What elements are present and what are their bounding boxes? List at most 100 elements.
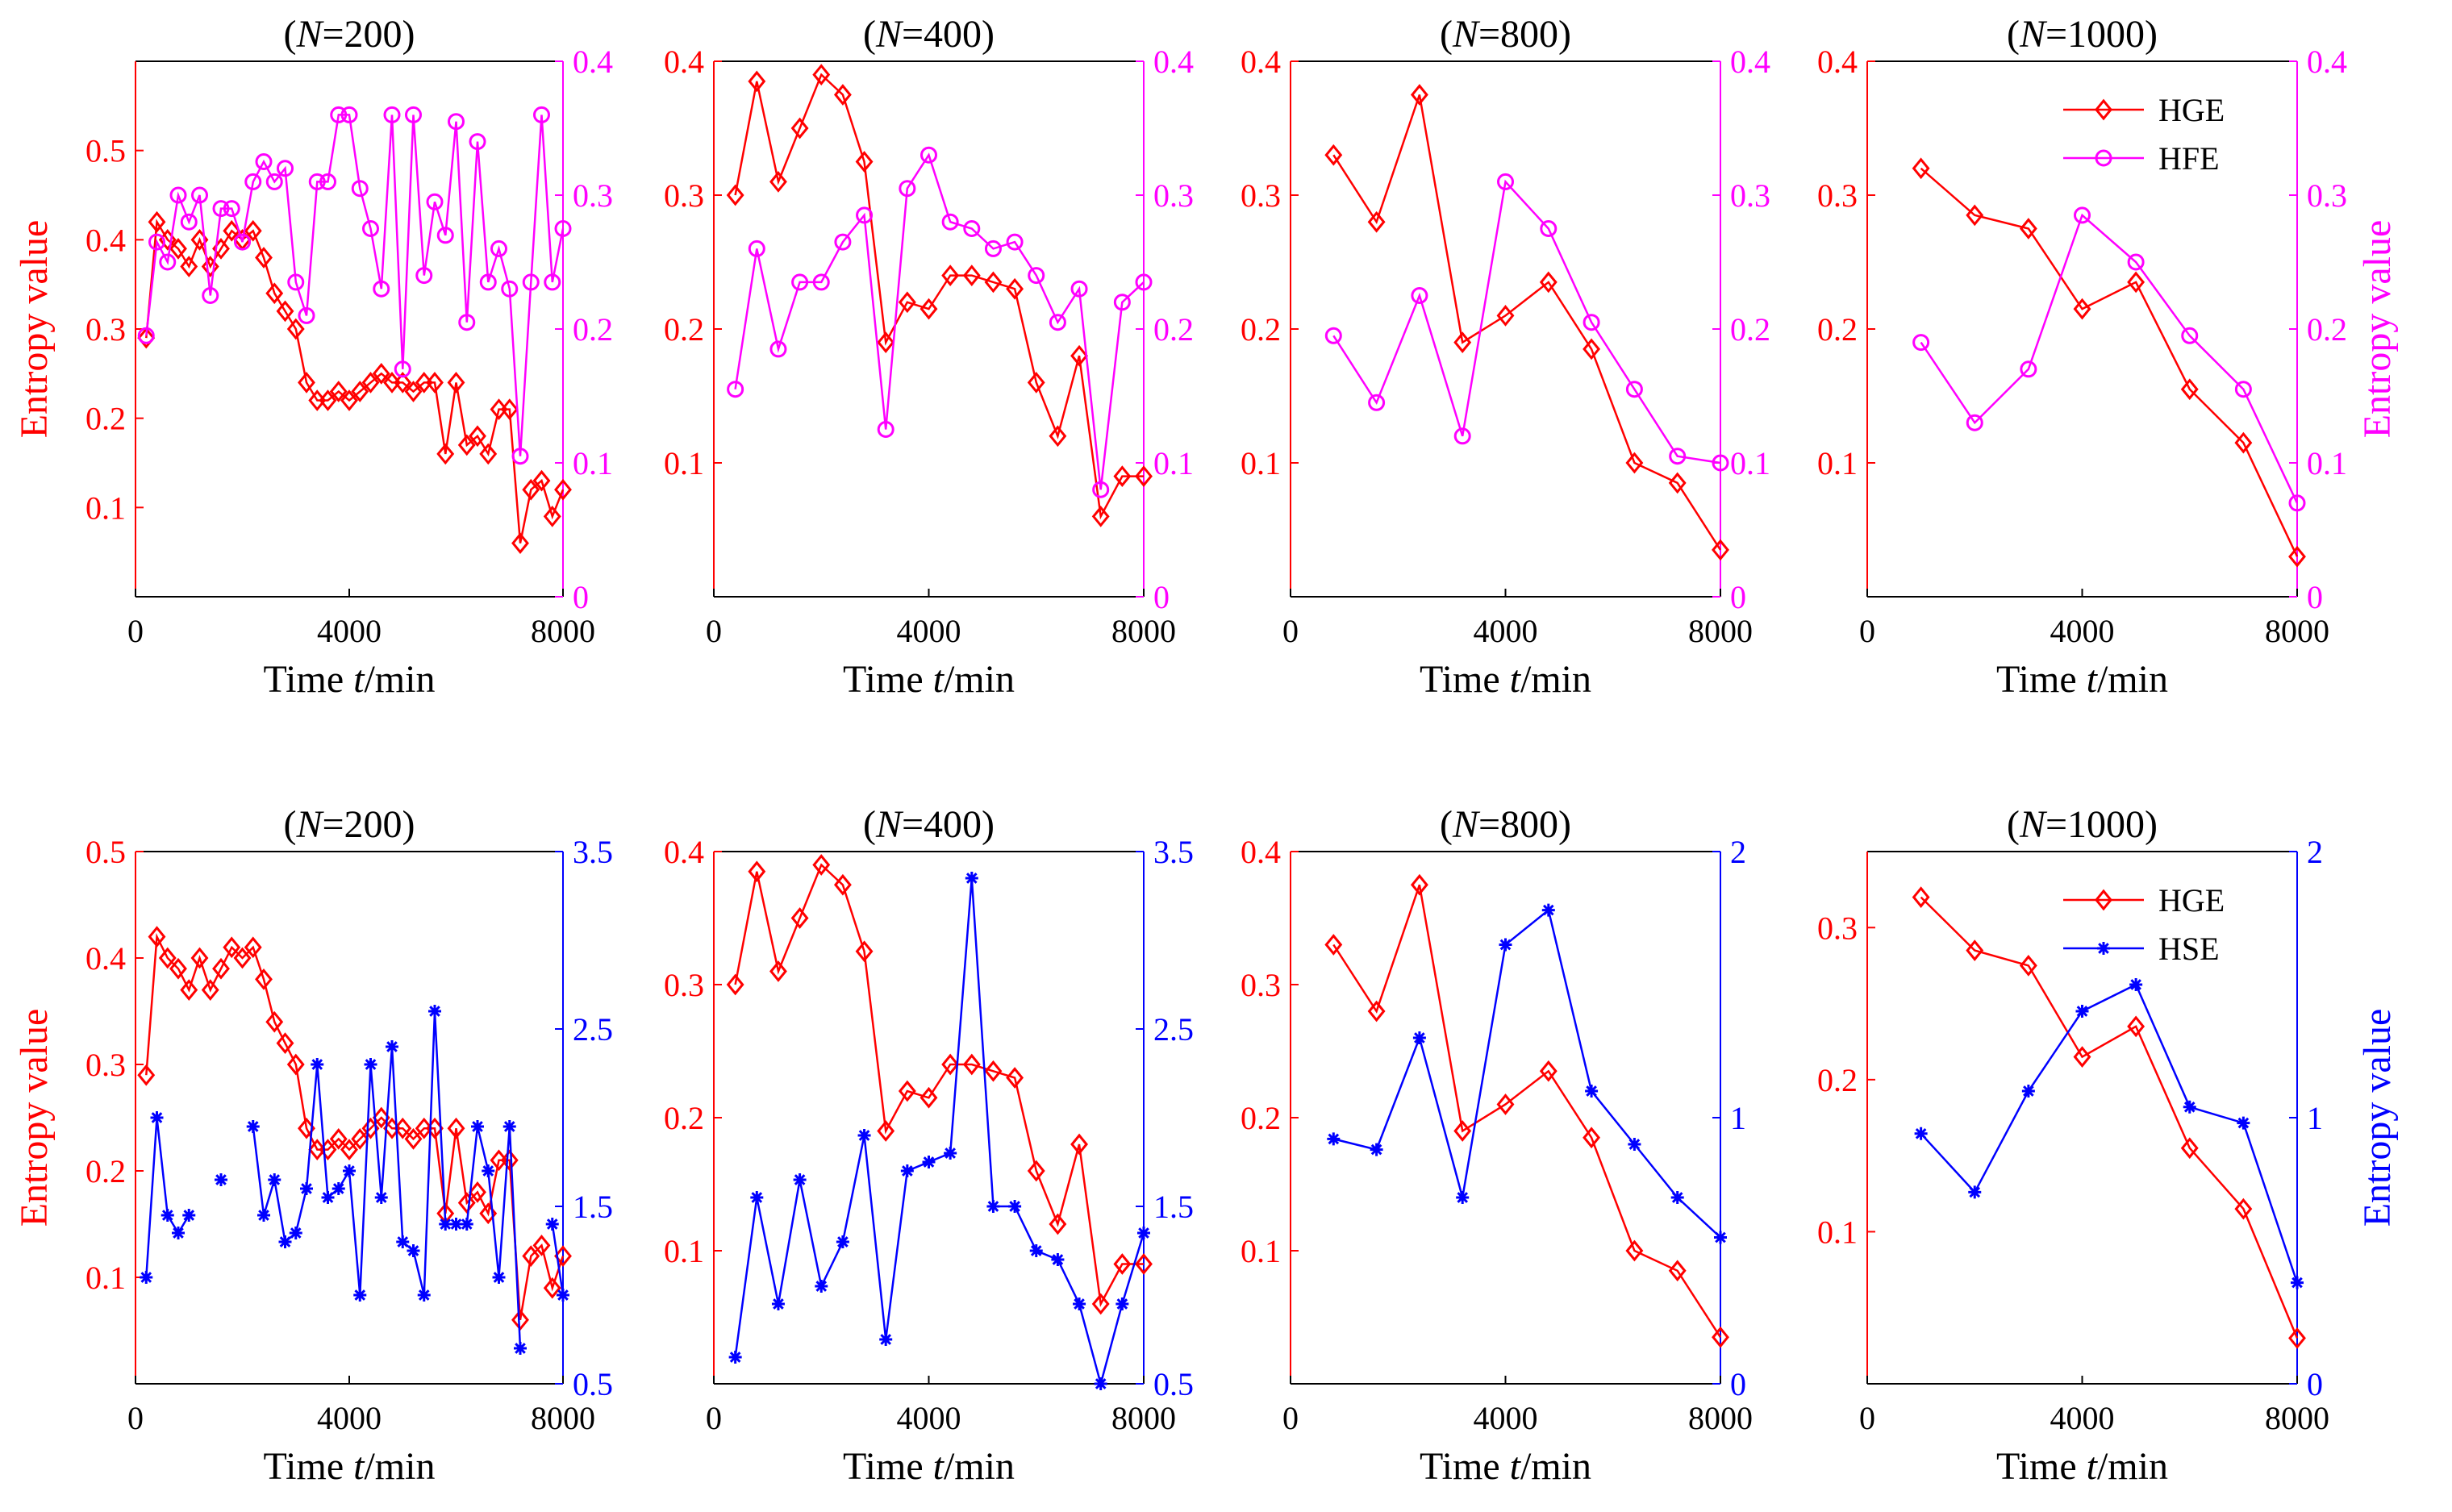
left-y-tick-label: 0.4 xyxy=(1241,834,1281,870)
data-point-hge xyxy=(340,389,358,411)
series-hge xyxy=(1324,873,1729,1348)
data-point-hfe xyxy=(899,180,916,198)
data-point-hse xyxy=(289,1227,302,1239)
data-point-hge xyxy=(1135,1253,1153,1275)
right-y-tick-label: 0.1 xyxy=(1153,445,1194,481)
right-y-tick-label: 0.4 xyxy=(1730,44,1770,80)
left-y-tick-label: 0.3 xyxy=(1817,177,1858,214)
title-open: ( xyxy=(863,803,876,846)
data-point-hge xyxy=(286,318,305,340)
data-point-hfe xyxy=(2288,494,2306,512)
x-label-var: t xyxy=(1510,1445,1522,1488)
data-point-hge xyxy=(554,1245,572,1267)
right-y-tick-label: 0.1 xyxy=(573,445,613,481)
data-point-hge xyxy=(2019,218,2037,240)
left-y-tick-label: 0.3 xyxy=(664,177,704,214)
data-point-hse xyxy=(172,1227,185,1239)
data-point-hfe xyxy=(244,173,262,190)
x-label-prefix: Time xyxy=(843,1445,933,1488)
data-point-hge xyxy=(2073,298,2091,320)
data-point-hge xyxy=(790,117,809,140)
data-point-hfe xyxy=(362,220,379,237)
data-point-hfe xyxy=(727,381,744,398)
series-hse xyxy=(1327,903,1727,1244)
data-point-hse xyxy=(2021,1085,2035,1098)
data-point-hge xyxy=(372,362,390,385)
data-point-hfe xyxy=(202,287,219,304)
left-y-tick-label: 0.1 xyxy=(85,489,126,526)
data-point-hfe xyxy=(501,280,519,298)
data-point-hge xyxy=(877,331,895,353)
data-point-hfe xyxy=(405,106,422,123)
data-point-hge xyxy=(1712,1326,1729,1348)
right-y-tick-label: 3.5 xyxy=(1153,834,1194,870)
left-y-tick-label: 0.4 xyxy=(664,44,704,80)
data-point-hfe xyxy=(856,206,874,224)
series-hge xyxy=(1912,157,2306,568)
data-point-hse xyxy=(1029,1244,1043,1257)
x-tick-label: 8000 xyxy=(1688,1400,1753,1436)
right-y-tick-label: 0.3 xyxy=(2307,177,2347,214)
data-point-hge xyxy=(1668,472,1687,494)
data-point-hse xyxy=(1051,1253,1065,1266)
data-point-hge xyxy=(1091,1293,1110,1315)
title-rest: =200) xyxy=(322,13,415,56)
right-y-tick-label: 0 xyxy=(573,579,589,615)
data-point-hge xyxy=(554,478,572,501)
data-point-hfe xyxy=(448,113,465,131)
data-point-hge xyxy=(2234,431,2253,454)
title-var: N xyxy=(295,13,324,56)
data-point-hse xyxy=(278,1235,292,1248)
right-y-tick-label: 1 xyxy=(1730,1100,1746,1136)
data-point-hse xyxy=(1499,938,1512,952)
data-point-hge xyxy=(543,1277,561,1299)
data-point-hfe xyxy=(223,200,240,218)
series-hge xyxy=(726,854,1153,1315)
data-point-hge xyxy=(1006,277,1024,300)
data-point-hge xyxy=(1539,1060,1558,1082)
right-y-tick-label: 0.5 xyxy=(1153,1366,1194,1402)
x-tick-label: 4000 xyxy=(2050,613,2115,649)
data-point-hfe xyxy=(1411,287,1428,304)
series-line-hge xyxy=(1332,884,1722,1338)
x-tick-label: 0 xyxy=(706,613,722,649)
chart-panel-3: 0 4000 8000 0.1 0.2 0.3 0.4 0 0.1 0.2 0.3 0.4 (N=800… xyxy=(1241,13,1770,701)
data-point-hse xyxy=(161,1209,174,1222)
series-hse xyxy=(728,872,1150,1390)
data-point-hge xyxy=(833,84,852,106)
data-point-hse xyxy=(321,1191,335,1204)
title-var: N xyxy=(1452,803,1481,846)
data-point-hge xyxy=(726,184,744,206)
data-point-hfe xyxy=(1368,394,1386,411)
right-y-tick-label: 3.5 xyxy=(573,834,613,870)
chart-title: (N=400) xyxy=(863,13,995,56)
x-label-var: t xyxy=(933,658,945,701)
data-point-hfe xyxy=(479,273,497,291)
right-y-tick-label: 0.2 xyxy=(1730,311,1770,348)
data-point-hfe xyxy=(415,267,433,285)
data-point-hge xyxy=(169,957,187,980)
data-point-hse xyxy=(2075,1005,2089,1018)
x-axis-label: Time t/min xyxy=(264,658,436,701)
data-point-hge xyxy=(1625,1239,1644,1262)
data-point-hse xyxy=(428,1005,441,1018)
data-point-hge xyxy=(500,1149,519,1172)
legend: HGE HFE xyxy=(2063,92,2225,177)
left-y-tick-label: 0.2 xyxy=(85,1153,126,1189)
data-point-hfe xyxy=(1669,448,1687,465)
chart-title: (N=200) xyxy=(283,803,415,846)
data-point-hfe xyxy=(298,306,315,324)
data-point-hge xyxy=(469,1181,486,1203)
data-point-hge xyxy=(2180,378,2199,401)
data-point-hge xyxy=(137,1064,156,1086)
data-point-hse xyxy=(257,1209,270,1222)
left-y-tick-label: 0.3 xyxy=(85,1047,126,1083)
data-point-hse xyxy=(1137,1227,1150,1239)
x-tick-label: 4000 xyxy=(317,1400,382,1436)
data-point-hfe xyxy=(458,314,476,331)
data-point-hse xyxy=(471,1120,484,1133)
left-y-tick-label: 0.2 xyxy=(1241,1100,1281,1136)
data-point-hse xyxy=(2129,978,2143,991)
series-line-hfe xyxy=(1920,213,2299,504)
